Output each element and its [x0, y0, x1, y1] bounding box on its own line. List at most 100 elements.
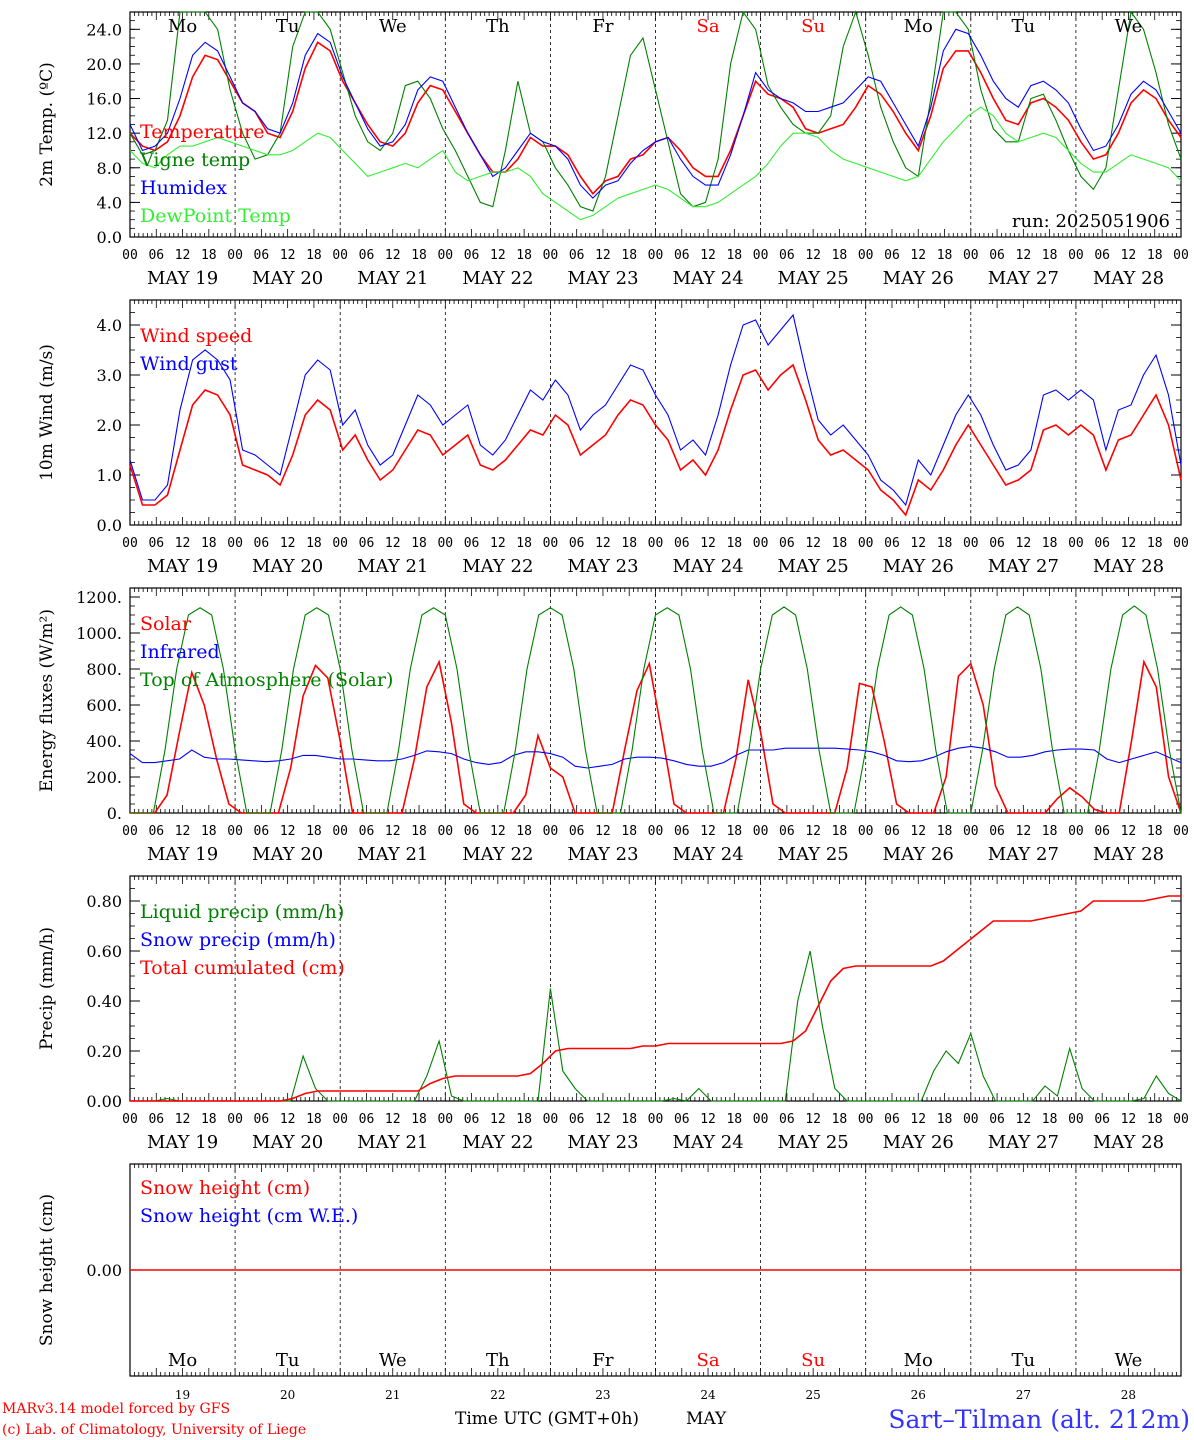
day-number: 27: [1016, 1388, 1031, 1402]
day-abbrev: Sa: [697, 1350, 720, 1371]
hour-label: 12: [280, 536, 296, 551]
hour-label: 18: [201, 824, 217, 839]
hour-label: 18: [306, 1112, 322, 1127]
hour-label: 12: [385, 824, 401, 839]
hour-label: 18: [832, 536, 848, 551]
hour-label: 18: [1147, 536, 1163, 551]
hour-label: 00: [648, 248, 664, 263]
hour-label: 00: [543, 824, 559, 839]
hour-label: 00: [963, 248, 979, 263]
hour-label: 18: [726, 1112, 742, 1127]
series-line-wind-speed: [129, 363, 1182, 517]
series-line-top-of-atmosphere-solar-: [130, 605, 1182, 814]
hour-label: 12: [1121, 824, 1137, 839]
day-number: 26: [911, 1388, 926, 1402]
hour-label: 18: [1042, 536, 1058, 551]
hour-label: 00: [543, 1112, 559, 1127]
hour-label: 18: [1147, 1112, 1163, 1127]
hour-label: 06: [989, 1112, 1005, 1127]
hour-label: 00: [1068, 1112, 1084, 1127]
hour-label: 12: [385, 1112, 401, 1127]
hour-label: 06: [674, 536, 690, 551]
day-abbrev: Fr: [592, 16, 613, 37]
hour-label: 12: [490, 536, 506, 551]
y-axis-label: Precip (mm/h): [37, 927, 57, 1050]
date-label: MAY 23: [567, 844, 638, 865]
date-label: MAY 28: [1093, 556, 1164, 577]
day-abbrev: Fr: [592, 1350, 613, 1371]
date-label: MAY 26: [883, 844, 954, 865]
hour-label: 06: [884, 1112, 900, 1127]
y-axis-label: Energy fluxes (W/m²): [37, 609, 57, 792]
hour-label: 12: [805, 536, 821, 551]
hour-label: 00: [227, 824, 243, 839]
hour-label: 06: [359, 824, 375, 839]
day-abbrev: We: [379, 1350, 407, 1371]
hour-label: 06: [989, 824, 1005, 839]
hour-label: 18: [201, 536, 217, 551]
day-number: 21: [385, 1388, 400, 1402]
hour-label: 06: [464, 536, 480, 551]
date-label: MAY 20: [252, 1132, 323, 1153]
date-label: MAY 28: [1093, 1132, 1164, 1153]
hour-label: 00: [858, 1112, 874, 1127]
legend-entry: Wind speed: [140, 325, 252, 347]
series-line-liquid-precip-mm-h-: [130, 950, 1182, 1102]
day-abbrev: Sa: [697, 16, 720, 37]
y-tick-label: 20.0: [86, 55, 122, 74]
date-label: MAY 28: [1093, 268, 1164, 289]
legend-entry: Solar: [140, 613, 192, 635]
station-label: Sart–Tilman (alt. 212m): [888, 1405, 1190, 1434]
hour-label: 12: [175, 1112, 191, 1127]
hour-label: 12: [595, 536, 611, 551]
day-abbrev: Tu: [1012, 16, 1036, 37]
hour-label: 12: [1016, 536, 1032, 551]
hour-label: 06: [569, 536, 585, 551]
hour-label: 18: [621, 824, 637, 839]
hour-label: 12: [280, 824, 296, 839]
legend-entry: DewPoint Temp: [140, 205, 291, 227]
hour-label: 06: [1094, 1112, 1110, 1127]
y-tick-label: 16.0: [86, 90, 122, 109]
hour-label: 00: [1173, 824, 1189, 839]
legend-entry: Wind gust: [140, 353, 238, 375]
legend-entry: Snow height (cm): [140, 1177, 310, 1199]
day-abbrev: Th: [486, 16, 510, 37]
date-label: MAY 24: [672, 844, 743, 865]
hour-label: 12: [385, 248, 401, 263]
hour-label: 00: [963, 1112, 979, 1127]
y-tick-label: 0.0: [97, 516, 122, 535]
legend-entry: Liquid precip (mm/h): [140, 901, 344, 923]
hour-label: 00: [753, 1112, 769, 1127]
hour-label: 06: [884, 536, 900, 551]
day-abbrev: Mo: [904, 1350, 933, 1371]
date-label: MAY 26: [883, 556, 954, 577]
legend-entry: Temperature: [140, 121, 264, 143]
hour-label: 12: [280, 1112, 296, 1127]
hour-label: 18: [1042, 248, 1058, 263]
day-abbrev: We: [1115, 16, 1143, 37]
hour-label: 00: [858, 536, 874, 551]
y-tick-label: 0.00: [86, 1261, 122, 1280]
hour-label: 00: [122, 536, 138, 551]
date-label: MAY 22: [462, 268, 533, 289]
hour-label: 00: [437, 1112, 453, 1127]
hour-label: 00: [122, 248, 138, 263]
hour-label: 00: [648, 1112, 664, 1127]
series-line-dewpoint-temp: [129, 106, 1182, 221]
hour-label: 00: [543, 536, 559, 551]
date-label: MAY 19: [147, 268, 218, 289]
date-label: MAY 22: [462, 556, 533, 577]
date-label: MAY 25: [778, 268, 849, 289]
date-label: MAY 25: [778, 844, 849, 865]
hour-label: 06: [989, 536, 1005, 551]
date-label: MAY 24: [672, 268, 743, 289]
date-label: MAY 24: [672, 556, 743, 577]
hour-label: 00: [753, 824, 769, 839]
hour-label: 06: [464, 248, 480, 263]
hour-label: 00: [122, 1112, 138, 1127]
hour-label: 00: [1068, 536, 1084, 551]
hour-label: 00: [227, 536, 243, 551]
y-tick-label: 24.0: [86, 20, 122, 39]
hour-label: 12: [595, 1112, 611, 1127]
